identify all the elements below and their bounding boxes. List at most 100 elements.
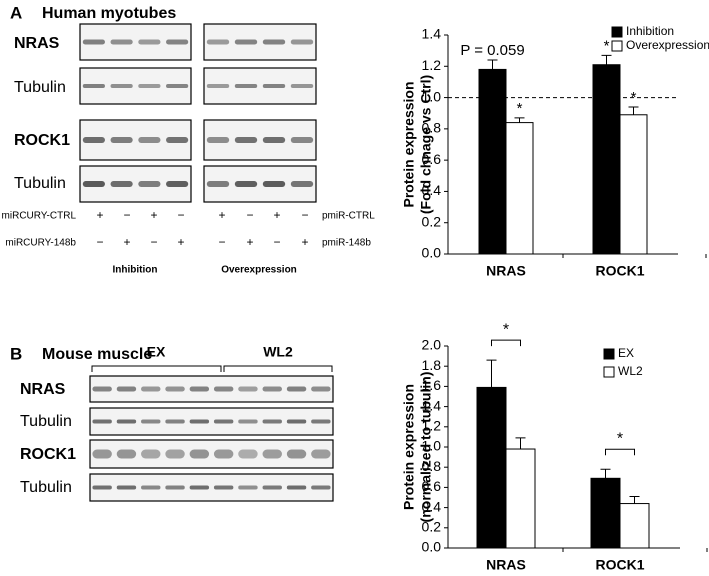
sign: − [123,208,130,222]
sign: − [96,235,103,249]
annotation: P = 0.059 [460,42,524,59]
blot-band [262,39,286,45]
sign: − [150,235,157,249]
blot-band [262,485,282,490]
blot-band [166,137,189,143]
group-bracket [91,365,333,372]
blot-label: ROCK1 [14,132,70,149]
sign: + [123,235,130,249]
bar [619,503,650,549]
legend-label: EX [618,346,634,360]
blot-band [286,485,307,490]
blot-band [311,386,331,392]
blot-band [165,419,185,424]
legend-label: Inhibition [626,24,674,38]
bar [476,386,507,549]
blot-label: Tubulin [14,79,66,96]
sign: − [246,208,253,222]
blot-band [206,181,230,187]
blot-band [311,485,331,490]
bar [590,477,621,549]
y-tick-label: 1.2 [422,418,442,434]
significance-label: * [617,430,623,447]
sign: + [150,208,157,222]
error-bar [486,359,497,388]
blot-band [189,485,210,490]
blot-band [141,386,161,392]
condition-label: pmiR-148b [322,238,371,249]
blot-band [290,84,314,88]
y-axis-label: (Fold chnage vs Ctrl) [418,75,434,214]
blot-band [206,84,230,88]
blot-band [166,84,189,88]
sign: + [177,235,184,249]
error-bar [515,437,526,450]
annotation: * [631,89,637,106]
error-bar [601,54,612,65]
blot-band [82,39,105,45]
bar [619,114,648,255]
legend-label: WL2 [618,364,643,378]
error-bar [629,495,640,504]
bar [505,448,536,549]
blot-band [116,485,137,490]
legend-label: Overexpression [626,38,709,52]
blot-band [234,84,258,88]
blot-band [311,419,331,424]
blot-band [141,485,161,490]
condition-label: pmiR-CTRL [322,211,375,222]
y-tick-label: 0.4 [422,498,442,514]
sign: − [273,235,280,249]
sign: + [301,235,308,249]
blot-band [141,419,161,424]
blot-band [110,181,133,187]
y-axis-label: Protein expression [401,81,417,207]
blot-band [262,449,282,459]
blot-band [234,137,258,143]
y-tick-label: 0.2 [422,519,442,535]
blot-band [238,449,258,459]
blot-band [82,137,105,143]
blot-band [213,449,234,459]
blot-band [92,386,112,392]
legend-swatch [611,40,623,52]
blot-band [189,449,210,459]
blot-band [238,386,258,392]
annotation: * [604,37,610,54]
error-bar [600,468,611,479]
group-label: WL2 [263,344,293,360]
blot-label: Tubulin [20,479,72,496]
sign: + [218,208,225,222]
blot-band [213,485,234,490]
blot-label: ROCK1 [20,446,76,463]
blot-band [110,137,133,143]
error-bar [628,106,639,115]
y-tick-label: 1.0 [422,438,442,454]
y-tick-label: 1.4 [422,397,442,413]
blot-band [290,137,314,143]
blot-label: Tubulin [20,413,72,430]
blot-band [141,449,161,459]
blot-band [138,84,161,88]
blot-band [165,449,185,459]
y-axis-label: (normalized to tubulin) [418,372,434,523]
blot-band [92,449,112,459]
y-tick-label: 0.2 [422,213,442,229]
blot-band [262,386,282,392]
blot-band [262,137,286,143]
blot-band [116,419,137,424]
blot-band [238,485,258,490]
annotation: * [517,100,523,117]
group-label: Inhibition [113,265,158,276]
condition-label: miRCURY-CTRL [2,211,77,222]
blot-band [166,181,189,187]
significance-bracket [605,448,635,456]
y-tick-label: 0.6 [422,151,442,167]
y-axis-label: Protein expression [401,384,417,510]
sign: − [177,208,184,222]
bar [505,122,534,255]
blot-band [286,419,307,424]
error-bar [487,59,498,70]
blot-band [92,485,112,490]
blot-label: NRAS [14,35,60,52]
